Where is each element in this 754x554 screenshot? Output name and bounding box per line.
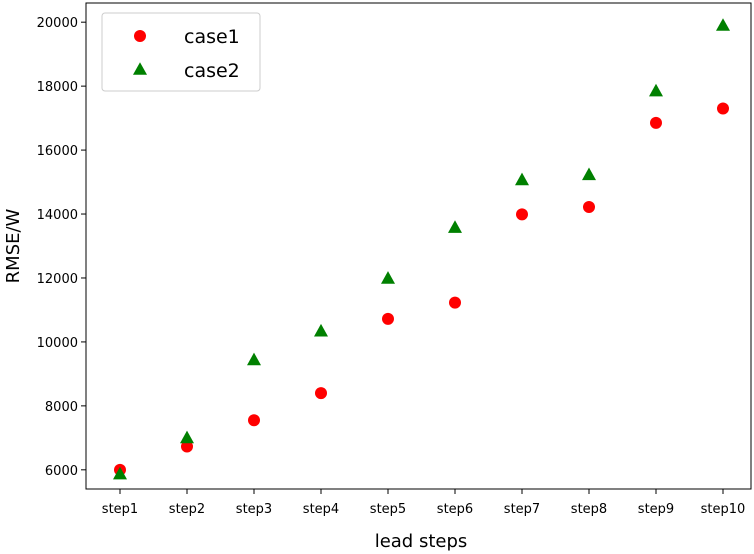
case2-point	[515, 172, 529, 186]
case2-point	[314, 323, 328, 337]
legend-marker-case1	[134, 30, 146, 42]
x-tick-label: step1	[102, 502, 138, 517]
x-tick-label: step6	[437, 502, 473, 517]
case2-point	[448, 220, 462, 233]
case2-point	[649, 83, 663, 97]
y-tick-label: 8000	[45, 400, 78, 415]
case2-point	[381, 271, 395, 284]
y-axis-title: RMSE/W	[3, 208, 24, 283]
x-tick-label: step5	[370, 502, 406, 517]
data-points	[113, 18, 730, 480]
x-tick-label: step9	[638, 502, 674, 517]
case1-point	[449, 296, 461, 309]
y-tick-label: 6000	[45, 464, 78, 479]
case1-point	[181, 440, 193, 453]
case2-point	[716, 18, 730, 31]
case2-point	[113, 466, 127, 480]
y-tick-label: 20000	[37, 16, 78, 31]
y-tick-label: 12000	[37, 272, 78, 287]
x-tick-label: step3	[236, 502, 272, 517]
x-tick-label: step4	[303, 502, 339, 517]
legend-label-case1: case1	[184, 26, 240, 48]
case1-point	[650, 116, 662, 129]
y-tick-label: 18000	[37, 80, 78, 95]
y-tick-label: 14000	[37, 208, 78, 223]
x-tick-label: step8	[571, 502, 607, 517]
legend-label-case2: case2	[184, 60, 240, 82]
y-axis-ticks: 6000 8000 10000 12000 14000 16000 18000 20000	[37, 16, 86, 479]
case2-point	[247, 352, 261, 366]
legend: case1 case2	[101, 12, 261, 92]
x-axis-ticks: step1 step2 step3 step4 step5 step6 step7 step8…	[102, 489, 746, 517]
case2-point	[582, 167, 596, 181]
case1-point	[315, 387, 327, 400]
case1-point	[583, 200, 595, 213]
case1-point	[248, 414, 260, 427]
case1-point	[382, 312, 394, 325]
x-tick-label: step7	[504, 502, 540, 517]
case1-point	[516, 208, 528, 221]
y-tick-label: 16000	[37, 144, 78, 159]
case1-point	[717, 102, 729, 115]
legend-marker-case2	[133, 62, 147, 75]
x-tick-label: step10	[701, 502, 746, 517]
x-tick-label: step2	[169, 502, 205, 517]
y-tick-label: 10000	[37, 336, 78, 351]
case2-point	[180, 430, 194, 444]
x-axis-title: lead steps	[375, 531, 468, 552]
